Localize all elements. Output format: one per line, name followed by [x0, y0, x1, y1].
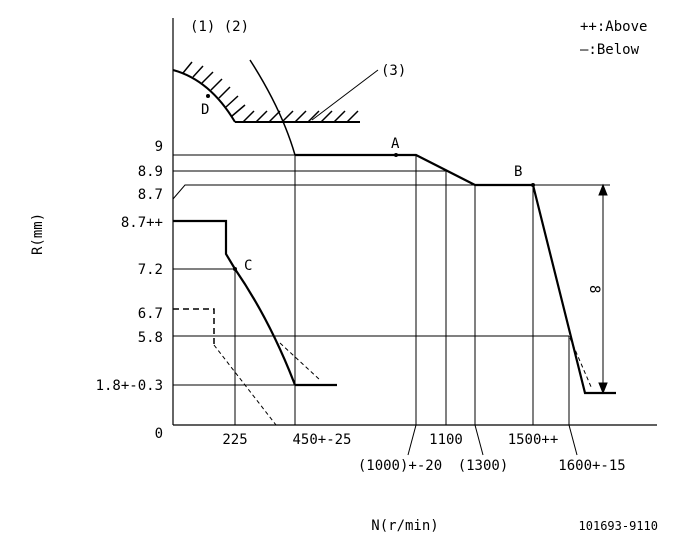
- y-tick-8-7: 8.7: [138, 187, 163, 203]
- hatch-mark: [320, 110, 333, 123]
- reference-lines-horizontal: [172, 154, 610, 386]
- hatch-mark: [268, 110, 281, 123]
- hatch-mark: [333, 110, 346, 123]
- x-axis-title: N(r/min): [371, 518, 438, 534]
- hatch-mark: [201, 71, 214, 84]
- y-tick-5-8: 5.8: [138, 330, 163, 346]
- y-tick-6-7: 6.7: [138, 306, 163, 322]
- callout-3: (3): [381, 63, 406, 79]
- stop-curve-d: [172, 69, 236, 123]
- ref-line-8-7: [172, 184, 610, 200]
- y-tick-0: 0: [155, 426, 163, 442]
- point-label-c: C: [244, 258, 252, 274]
- ref-line-1300: [474, 185, 484, 456]
- hatch-mark: [210, 78, 223, 91]
- arrowhead-down: [598, 382, 608, 395]
- x-tick-225: 225: [222, 432, 247, 448]
- y-tick-8-9: 8.9: [138, 164, 163, 180]
- x-tick-1600: 1600+-15: [558, 458, 625, 474]
- curve-dashed-b-tolerance: [569, 337, 593, 390]
- point-label-d: D: [201, 102, 209, 118]
- x-tick-1000: (1000)+-20: [358, 458, 442, 474]
- hatch-mark: [192, 65, 204, 78]
- curve-full-load: [295, 153, 616, 395]
- ref-line-1000: [407, 155, 417, 456]
- legend-below: —:Below: [580, 42, 640, 58]
- point-c-marker: [233, 267, 237, 271]
- curve-dashed-below: [173, 308, 215, 345]
- y-tick-8-7-above: 8.7++: [121, 215, 163, 231]
- y-tick-7-2: 7.2: [138, 262, 163, 278]
- y-tick-1-8: 1.8+-0.3: [96, 378, 163, 394]
- point-label-b: B: [514, 164, 522, 180]
- x-tick-1100: 1100: [429, 432, 463, 448]
- hatch-mark: [346, 110, 359, 123]
- curve-labels: (1) (2): [190, 19, 249, 35]
- hatch-mark: [307, 110, 320, 123]
- point-a-marker: [394, 153, 398, 157]
- stop-boundary-hatched: [172, 69, 360, 123]
- hatch-mark: [294, 110, 307, 123]
- point-markers: [206, 94, 535, 271]
- arrowhead-up: [598, 183, 608, 196]
- axes: [172, 18, 657, 426]
- hatch-mark: [225, 95, 239, 108]
- hatch-mark: [281, 110, 294, 123]
- dimension-label-8: 8: [586, 285, 602, 293]
- curve-upper-descending: [249, 59, 296, 156]
- hatch-mark: [242, 110, 255, 123]
- x-tick-1500: 1500++: [508, 432, 559, 448]
- ref-line-1600: [568, 336, 578, 456]
- dimension-arrow-8: [598, 183, 608, 395]
- curve-c-descending: [234, 268, 297, 386]
- hatch-marks: [182, 61, 359, 123]
- legend-above: ++:Above: [580, 19, 647, 35]
- x-tick-1300: (1300): [458, 458, 509, 474]
- curve-dashed-below-slope: [213, 344, 277, 426]
- hatch-mark: [218, 86, 231, 99]
- hatch-mark: [255, 110, 268, 123]
- curve-dashed-c-tolerance: [279, 342, 321, 381]
- reference-lines-vertical: [234, 155, 578, 456]
- point-d-marker: [206, 94, 210, 98]
- figure-id: 101693-9110: [579, 519, 658, 533]
- point-b-marker: [531, 183, 535, 187]
- hatch-mark: [231, 104, 246, 117]
- point-label-a: A: [391, 136, 400, 152]
- curve-start-c: [173, 219, 236, 270]
- characteristic-curves: [173, 59, 616, 426]
- y-axis-title: R(mm): [30, 213, 46, 255]
- x-tick-450: 450+-25: [292, 432, 351, 448]
- y-tick-9: 9: [155, 139, 163, 155]
- hatch-mark: [182, 61, 193, 74]
- leader-3: [311, 69, 379, 121]
